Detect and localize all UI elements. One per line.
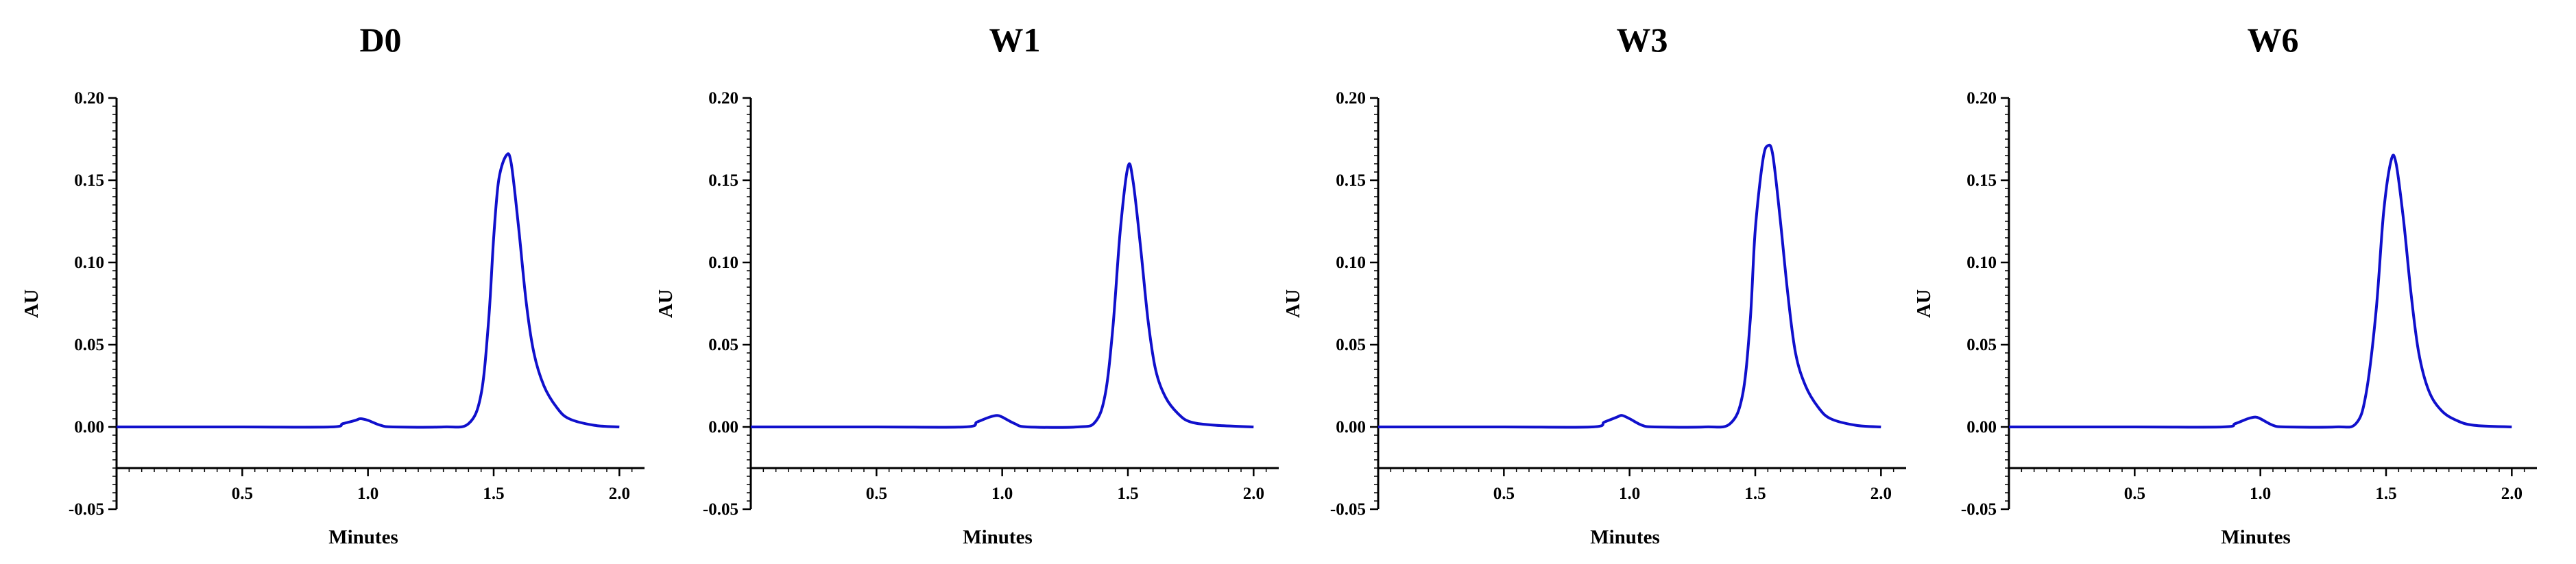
y-tick-label: -0.05	[1330, 500, 1366, 519]
y-tick-label: 0.00	[1336, 418, 1366, 437]
y-axis-label: AU	[21, 289, 43, 318]
x-tick-label: 1.0	[991, 485, 1013, 503]
y-tick-label: 0.05	[708, 336, 738, 354]
panel-title: W6	[2248, 21, 2299, 59]
chart-panel-3: W6 -0.05 0.00 0.05 0.10 0.15 0.20 0.5 1.0 1.5 2.0 M…	[1913, 21, 2537, 548]
panel-title: D0	[359, 21, 401, 59]
y-tick-label: -0.05	[703, 500, 738, 519]
y-tick-label: 0.15	[1336, 171, 1366, 190]
y-tick-label: 0.20	[74, 89, 104, 108]
y-tick-label: 0.05	[74, 336, 104, 354]
x-tick-label: 2.0	[2501, 485, 2523, 503]
y-tick-label: -0.05	[69, 500, 104, 519]
x-tick-label: 1.0	[1619, 485, 1640, 503]
x-tick-label: 1.0	[357, 485, 378, 503]
y-axis-label: AU	[1282, 289, 1304, 318]
x-tick-label: 1.5	[2375, 485, 2396, 503]
y-tick-label: 0.20	[1966, 89, 1997, 108]
x-tick-label: 2.0	[1870, 485, 1892, 503]
panel-title: W3	[1617, 21, 1668, 59]
y-tick-label: 0.00	[708, 418, 738, 437]
y-tick-label: 0.00	[74, 418, 104, 437]
y-tick-label: 0.10	[74, 254, 104, 272]
y-tick-label: 0.15	[74, 171, 104, 190]
x-tick-label: 1.5	[1744, 485, 1766, 503]
series-line-0	[750, 162, 1254, 429]
y-tick-label: 0.10	[1336, 254, 1366, 272]
panel-title: W1	[989, 21, 1041, 59]
y-tick-label: 0.15	[708, 171, 738, 190]
x-tick-label: 0.5	[2124, 485, 2145, 503]
x-tick-label: 1.0	[2250, 485, 2271, 503]
x-tick-label: 2.0	[1243, 485, 1264, 503]
chart-panel-2: W3 -0.05 0.00 0.05 0.10 0.15 0.20 0.5 1.0 1.5 2.0 M…	[1282, 21, 1906, 548]
x-axis-label: Minutes	[1590, 526, 1660, 548]
y-tick-label: 0.20	[708, 89, 738, 108]
x-tick-label: 1.5	[483, 485, 504, 503]
y-tick-label: 0.10	[1966, 254, 1997, 272]
x-axis-label: Minutes	[2221, 526, 2291, 548]
series-line-0	[1377, 143, 1881, 429]
y-axis-label: AU	[655, 289, 677, 318]
x-tick-label: 0.5	[232, 485, 253, 503]
chart-panel-0: D0 -0.05 0.00 0.05 0.10 0.15 0.20 0.5 1.0 1.5 2.0 M…	[21, 21, 645, 548]
series-line-0	[2008, 154, 2512, 429]
y-tick-label: 0.20	[1336, 89, 1366, 108]
y-tick-label: 0.00	[1966, 418, 1997, 437]
y-axis-label: AU	[1913, 289, 1935, 318]
x-tick-label: 1.5	[1117, 485, 1138, 503]
x-tick-label: 0.5	[1493, 485, 1515, 503]
y-tick-label: 0.05	[1966, 336, 1997, 354]
y-tick-label: 0.10	[708, 254, 738, 272]
chart-panel-1: W1 -0.05 0.00 0.05 0.10 0.15 0.20 0.5 1.0 1.5 2.0 M…	[655, 21, 1279, 548]
series-line-0	[116, 152, 620, 429]
y-tick-label: 0.15	[1966, 171, 1997, 190]
x-tick-label: 2.0	[609, 485, 630, 503]
y-tick-label: 0.05	[1336, 336, 1366, 354]
x-axis-label: Minutes	[328, 526, 398, 548]
x-axis-label: Minutes	[963, 526, 1033, 548]
y-tick-label: -0.05	[1961, 500, 1997, 519]
x-tick-label: 0.5	[866, 485, 887, 503]
